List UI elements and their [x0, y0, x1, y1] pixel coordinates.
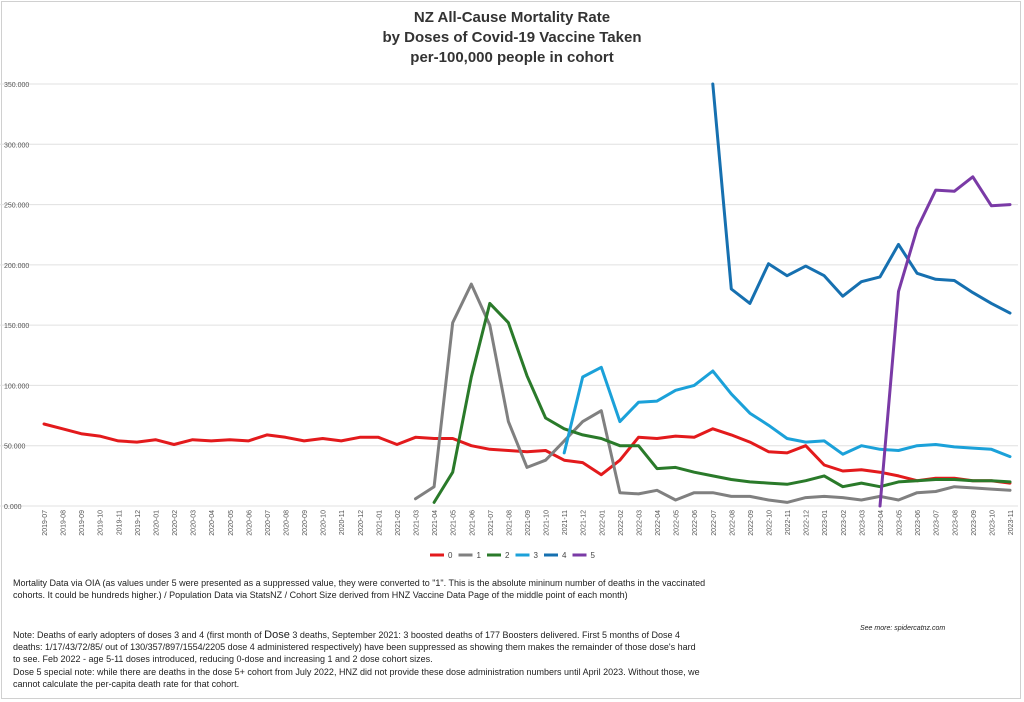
series-line-2 — [432, 301, 1012, 504]
x-tick-label: 2023-02 — [841, 510, 848, 536]
x-tick-label: 2019-09 — [79, 510, 86, 536]
x-tick-label: 2021-06 — [469, 510, 476, 536]
x-tick-label: 2023-01 — [822, 510, 829, 536]
x-tick-label: 2023-04 — [878, 510, 885, 536]
y-tick-label: 300.000 — [4, 142, 29, 149]
x-tick-label: 2020-03 — [191, 510, 198, 536]
x-tick-label: 2022-04 — [655, 510, 662, 536]
suppression-note-b: Dose — [264, 629, 290, 641]
title-line-1: NZ All-Cause Mortality Rate — [413, 9, 611, 26]
legend-label-1: 1 — [477, 551, 482, 560]
series-line-5 — [878, 175, 1012, 508]
x-tick-label: 2022-03 — [636, 510, 643, 536]
chart-title: NZ All-Cause Mortality Rate by Doses of … — [0, 8, 1024, 68]
y-tick-label: 100.000 — [4, 383, 29, 390]
suppression-note: Note: Deaths of early adopters of doses … — [13, 629, 703, 665]
x-tick-label: 2021-04 — [432, 510, 439, 536]
x-tick-label: 2022-08 — [729, 510, 736, 536]
x-tick-label: 2019-11 — [116, 510, 123, 535]
series-line-1 — [414, 282, 1012, 504]
x-tick-label: 2022-06 — [692, 510, 699, 536]
x-tick-label: 2020-12 — [358, 510, 365, 536]
y-tick-label: 250.000 — [4, 203, 29, 210]
x-tick-label: 2021-07 — [488, 510, 495, 536]
x-tick-label: 2023-11 — [1008, 510, 1015, 535]
x-tick-label: 2023-06 — [915, 510, 922, 536]
x-tick-label: 2020-07 — [265, 510, 272, 536]
x-tick-label: 2023-09 — [971, 510, 978, 536]
x-tick-label: 2022-12 — [804, 510, 811, 536]
x-tick-label: 2023-03 — [859, 510, 866, 536]
x-tick-label: 2020-06 — [246, 510, 253, 536]
x-tick-label: 2020-08 — [284, 510, 291, 536]
x-tick-label: 2022-05 — [674, 510, 681, 536]
title-line-3: per-100,000 people in cohort — [410, 49, 614, 66]
y-tick-label: 350.000 — [4, 82, 29, 89]
y-tick-label: 0.000 — [4, 504, 22, 511]
x-tick-label: 2023-08 — [952, 510, 959, 536]
x-tick-label: 2021-12 — [581, 510, 588, 536]
x-tick-label: 2022-10 — [767, 510, 774, 536]
y-tick-label: 150.000 — [4, 323, 29, 330]
x-tick-label: 2020-04 — [209, 510, 216, 536]
legend-label-3: 3 — [534, 551, 539, 560]
source-note: Mortality Data via OIA (as values under … — [13, 578, 706, 600]
x-tick-label: 2021-03 — [414, 510, 421, 536]
x-tick-label: 2021-10 — [544, 510, 551, 536]
suppression-note-c: 3 deaths, September 2021: 3 boosted deat… — [13, 630, 696, 664]
y-tick-label: 50.000 — [4, 444, 26, 451]
x-tick-label: 2022-02 — [618, 510, 625, 536]
x-tick-label: 2020-01 — [153, 510, 160, 536]
x-tick-label: 2020-05 — [228, 510, 235, 536]
x-tick-label: 2023-07 — [934, 510, 941, 536]
series-line-3 — [562, 365, 1012, 459]
x-tick-label: 2021-02 — [395, 510, 402, 536]
x-tick-label: 2020-09 — [302, 510, 309, 536]
x-axis: 2019-07 2019-08 2019-09 2019-10 2019-11 2019-… — [42, 510, 1015, 536]
series-line-4 — [711, 82, 1012, 315]
x-tick-label: 2021-08 — [506, 510, 513, 536]
legend-label-4: 4 — [562, 551, 567, 560]
x-tick-label: 2021-05 — [451, 510, 458, 536]
suppression-note-a: Note: Deaths of early adopters of doses … — [13, 630, 265, 640]
credit-text: See more: spidercatnz.com — [860, 625, 946, 632]
legend: 0 1 2 3 4 5 — [430, 551, 596, 560]
x-tick-label: 2022-07 — [711, 510, 718, 536]
series-line-0 — [42, 422, 1012, 485]
x-tick-label: 2020-11 — [339, 510, 346, 535]
x-tick-label: 2019-07 — [42, 510, 49, 536]
x-tick-label: 2023-05 — [897, 510, 904, 536]
y-tick-label: 200.000 — [4, 263, 29, 270]
x-tick-label: 2022-09 — [748, 510, 755, 536]
x-tick-label: 2020-02 — [172, 510, 179, 536]
x-tick-label: 2021-01 — [376, 510, 383, 536]
x-tick-label: 2019-10 — [98, 510, 105, 536]
legend-label-0: 0 — [448, 551, 453, 560]
x-tick-label: 2022-11 — [785, 510, 792, 535]
legend-label-5: 5 — [591, 551, 596, 560]
series-lines — [42, 82, 1012, 508]
dose5-note: Dose 5 special note: while there are dea… — [13, 667, 700, 689]
y-axis: 0.000 50.000 100.000 150.000 200.000 250.000 3… — [4, 82, 29, 511]
x-tick-label: 2023-10 — [989, 510, 996, 536]
gridlines — [0, 83, 1018, 507]
x-tick-label: 2022-01 — [599, 510, 606, 536]
title-line-2: by Doses of Covid-19 Vaccine Taken — [382, 29, 642, 46]
x-tick-label: 2019-12 — [135, 510, 142, 536]
x-tick-label: 2021-11 — [562, 510, 569, 535]
x-tick-label: 2019-08 — [61, 510, 68, 536]
x-tick-label: 2020-10 — [321, 510, 328, 536]
x-tick-label: 2021-09 — [525, 510, 532, 536]
legend-label-2: 2 — [505, 551, 510, 560]
